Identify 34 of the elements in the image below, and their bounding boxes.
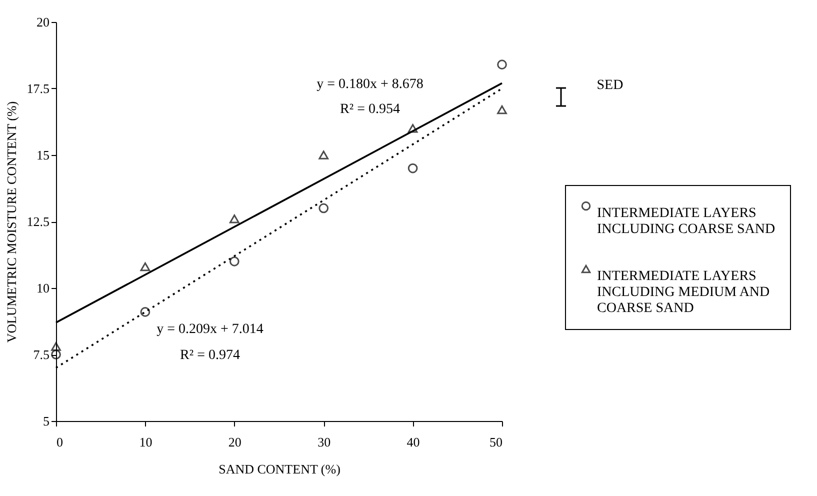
- x-tick-label: 0: [56, 434, 63, 450]
- annotation: y = 0.209x + 7.014: [156, 322, 264, 338]
- legend-label: INTERMEDIATE LAYERS INCLUDING MEDIUM AND COARSE SAND: [597, 269, 770, 316]
- y-tick-label: 15: [36, 148, 50, 162]
- y-tick-label: 20: [36, 14, 50, 30]
- point: [140, 262, 150, 272]
- x-tick-label: 40: [406, 434, 420, 450]
- point: [229, 256, 240, 266]
- x-tick-label: 50: [490, 434, 502, 450]
- y-axis-title: VOLUMETRIC MOISTURE CONTENT (%): [4, 101, 19, 343]
- x-tick-label: 10: [139, 434, 152, 450]
- point: [318, 203, 329, 214]
- point: [408, 163, 418, 174]
- point: [497, 60, 507, 70]
- point: [229, 214, 240, 224]
- x-axis-title: SAND CONTENT (%): [218, 462, 340, 476]
- point: [497, 105, 507, 114]
- x-tick-label: 30: [318, 434, 331, 450]
- point: [51, 350, 61, 360]
- y-tick-label: 17.5: [26, 81, 50, 96]
- x-tick-label: 20: [228, 434, 242, 450]
- y-tick-label: 10: [36, 280, 50, 296]
- annotation: y = 0.180x + 8.678: [316, 77, 424, 93]
- point: [51, 342, 61, 351]
- y-tick-label: 7.5: [33, 347, 50, 362]
- point: [408, 124, 418, 133]
- annotation: R² = 0.974: [180, 348, 240, 364]
- legend-label: INTERMEDIATE LAYERS INCLUDING COARSE SAND: [597, 206, 776, 237]
- text: SED: [596, 78, 624, 94]
- y-tick-label: 12.5: [26, 214, 50, 229]
- point: [140, 307, 150, 317]
- point: [318, 150, 329, 160]
- annotation: R² = 0.954: [340, 102, 400, 118]
- y-tick-label: 5: [43, 414, 50, 428]
